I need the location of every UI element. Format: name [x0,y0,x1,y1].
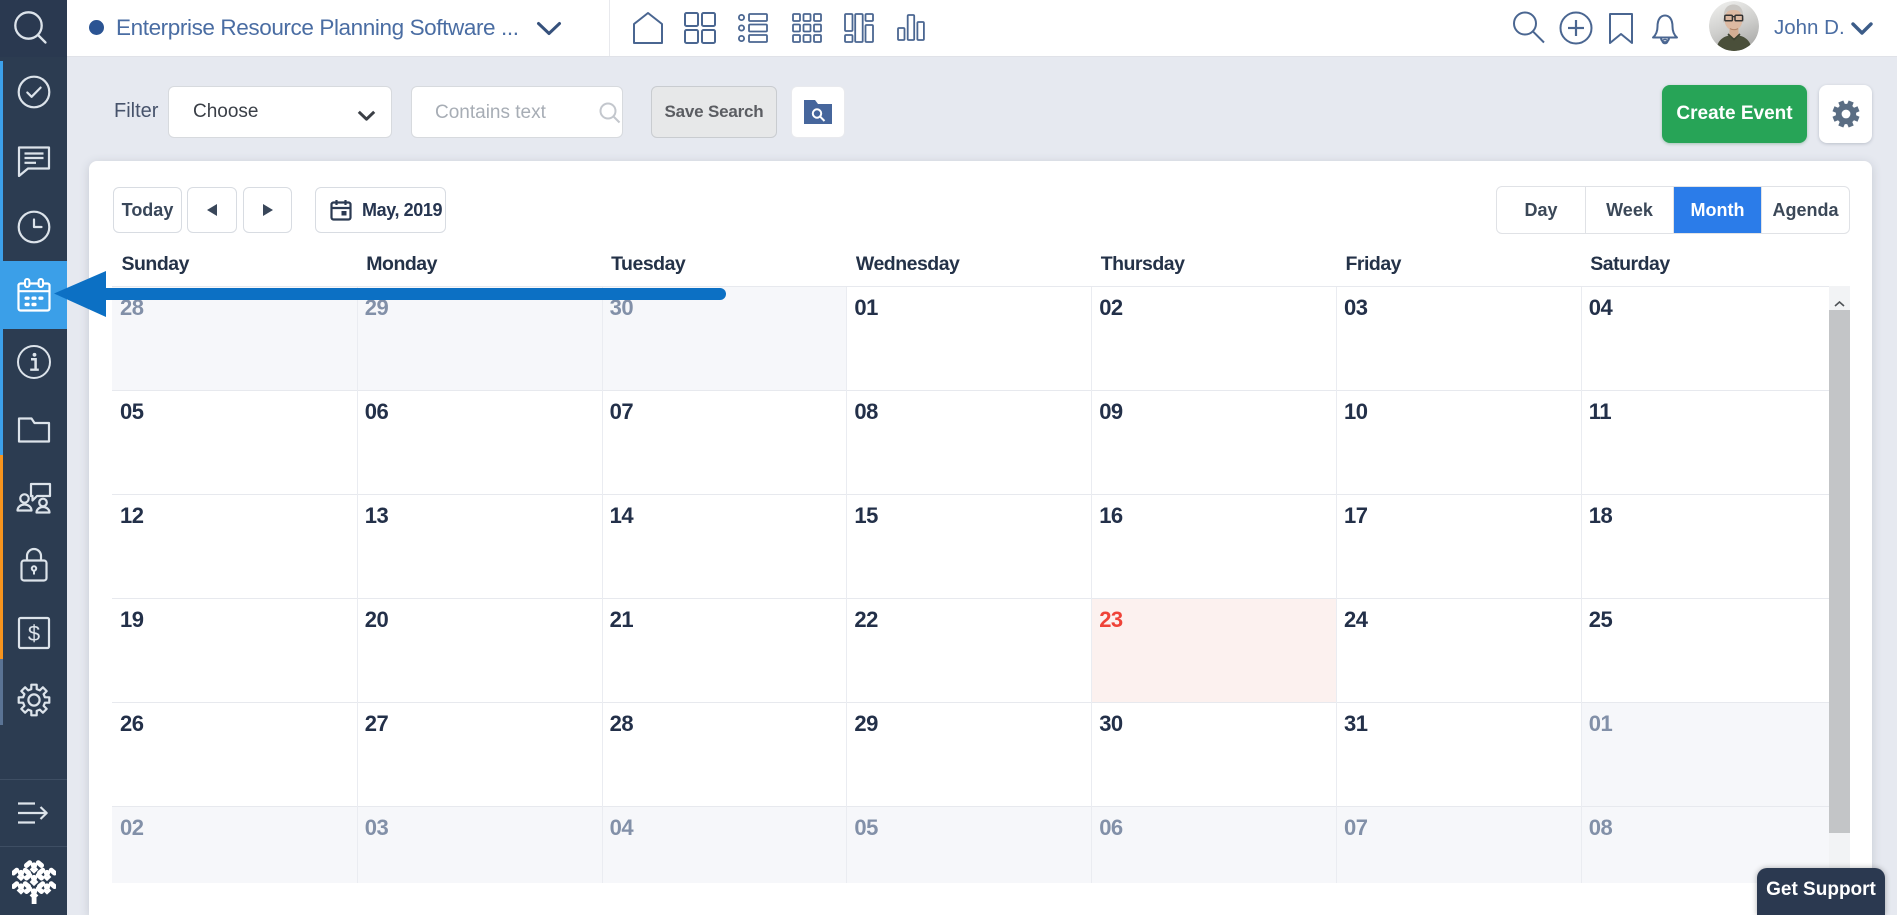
svg-text:$: $ [27,621,39,646]
